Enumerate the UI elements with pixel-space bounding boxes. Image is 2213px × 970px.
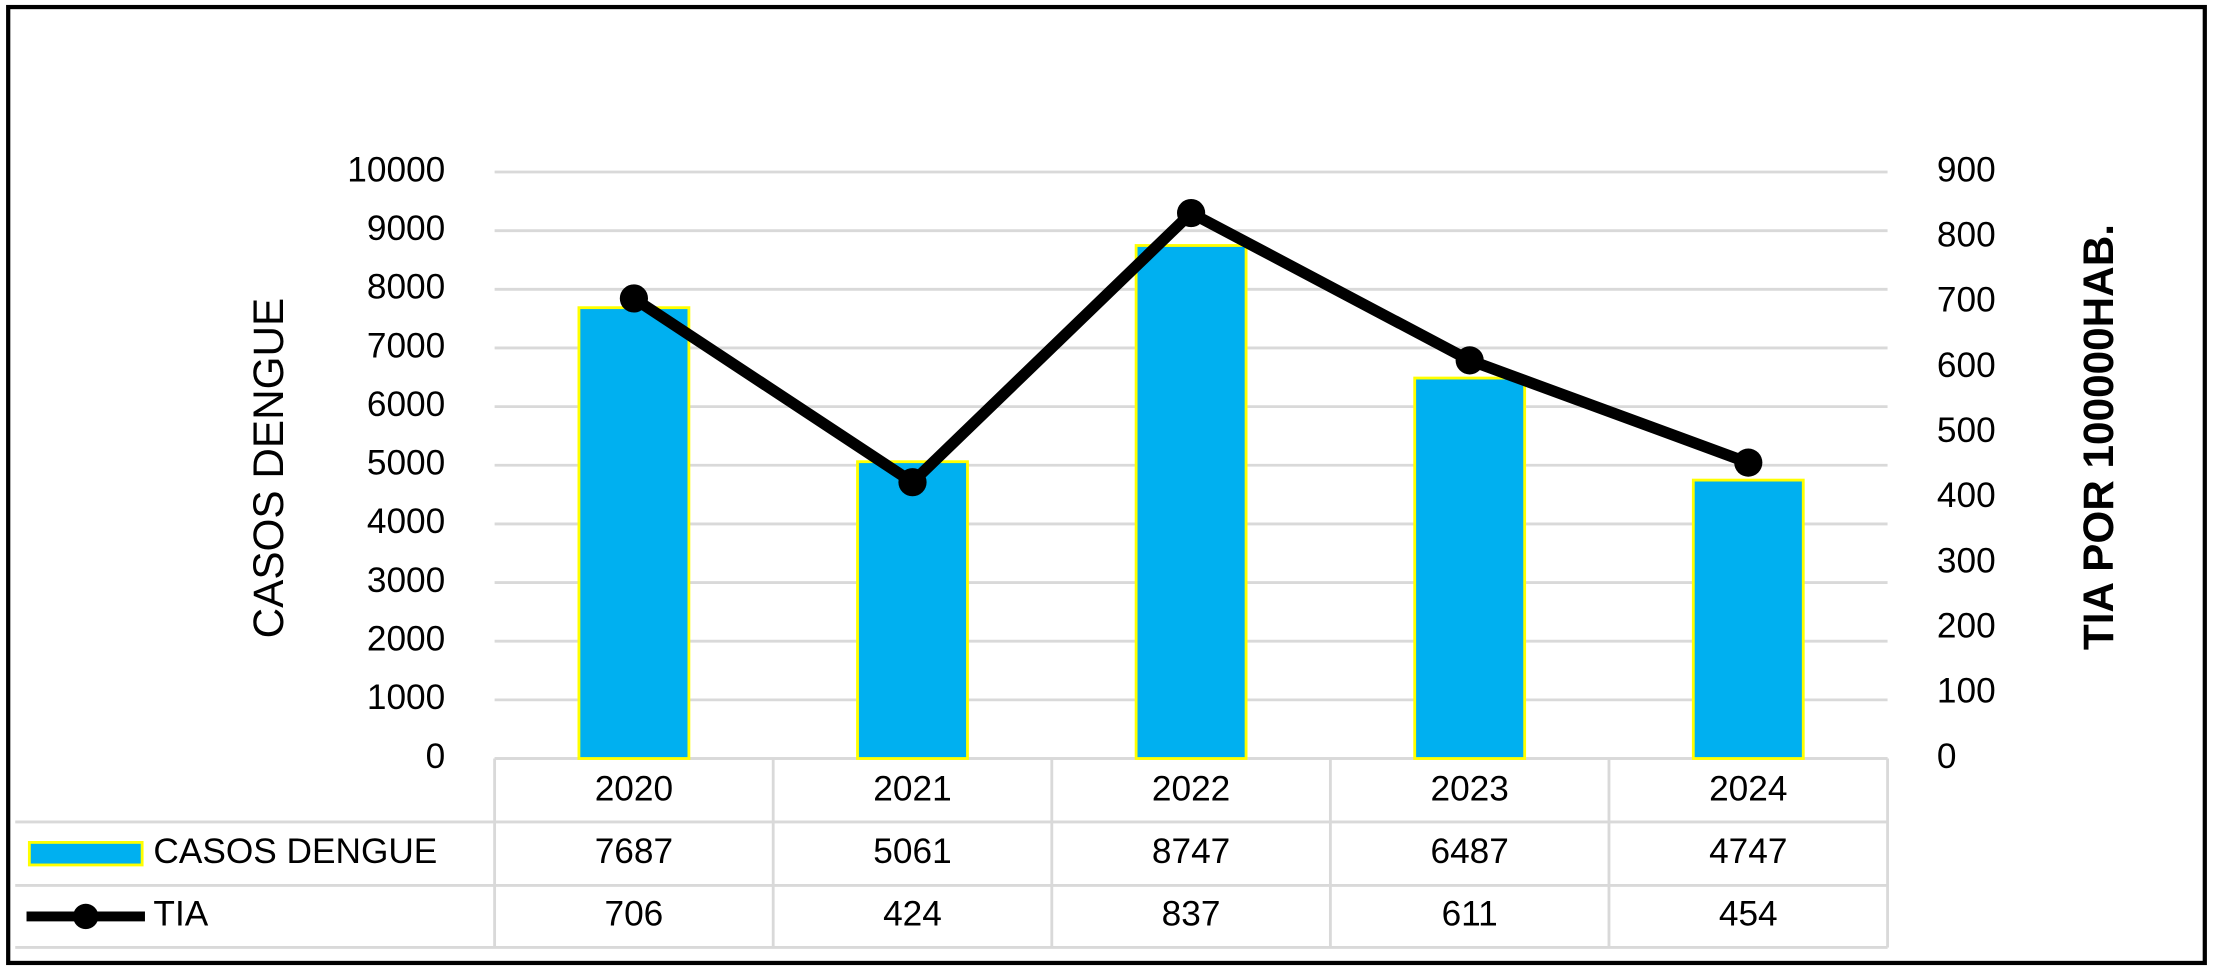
line-marker xyxy=(1176,198,1206,228)
y2-tick-label: 100 xyxy=(1937,672,1996,711)
y-tick-label: 4000 xyxy=(367,502,445,541)
line-marker xyxy=(619,284,649,313)
y2-tick-label: 0 xyxy=(1937,737,1957,776)
bar xyxy=(577,306,691,760)
x-tick-label: 2021 xyxy=(873,769,951,808)
table-value: 7687 xyxy=(595,832,673,871)
y-tick-label: 9000 xyxy=(367,209,445,248)
line-marker xyxy=(898,468,927,497)
y2-tick-label: 500 xyxy=(1937,411,1996,450)
bar xyxy=(1691,478,1805,760)
y-tick-label: 6000 xyxy=(367,385,445,424)
table-value: 424 xyxy=(883,895,942,934)
y-tick-label: 0 xyxy=(426,737,446,776)
y-tick-label: 1000 xyxy=(367,678,445,717)
y2-axis-label: TIA POR 100000HAB. xyxy=(2075,224,2122,650)
y2-tick-label: 300 xyxy=(1937,541,1996,580)
table-value: 8747 xyxy=(1152,832,1230,871)
table-value: 454 xyxy=(1719,895,1778,934)
legend-key xyxy=(73,903,99,930)
legend-label: CASOS DENGUE xyxy=(153,832,437,871)
table-value: 706 xyxy=(605,895,664,934)
table-value: 5061 xyxy=(873,832,951,871)
table-value: 611 xyxy=(1442,895,1498,934)
bar xyxy=(1134,244,1248,760)
legend-key xyxy=(27,840,144,867)
y2-tick-label: 600 xyxy=(1937,346,1996,385)
y2-tick-label: 900 xyxy=(1937,150,1996,189)
y2-tick-label: 800 xyxy=(1937,215,1996,254)
chart-border xyxy=(6,4,2207,966)
y2-tick-label: 400 xyxy=(1937,476,1996,515)
line-marker xyxy=(1734,448,1763,477)
y-tick-label: 7000 xyxy=(367,326,445,365)
y-tick-label: 10000 xyxy=(347,150,445,189)
x-tick-label: 2022 xyxy=(1152,769,1230,808)
legend-label: TIA xyxy=(153,895,208,934)
line-marker xyxy=(1455,346,1484,375)
table-value: 837 xyxy=(1162,895,1221,934)
table-value: 6487 xyxy=(1430,832,1508,871)
x-tick-label: 2020 xyxy=(595,769,673,808)
y-axis-label: CASOS DENGUE xyxy=(245,298,292,639)
y2-tick-label: 700 xyxy=(1937,281,1996,320)
y-tick-label: 3000 xyxy=(367,561,445,600)
y-tick-label: 2000 xyxy=(367,620,445,659)
table-value: 4747 xyxy=(1709,832,1787,871)
bar xyxy=(856,460,969,760)
x-tick-label: 2024 xyxy=(1709,769,1787,808)
y2-tick-label: 200 xyxy=(1937,606,1996,645)
x-tick-label: 2023 xyxy=(1430,769,1508,808)
bar xyxy=(1413,376,1527,760)
y-tick-label: 8000 xyxy=(367,268,445,307)
y-tick-label: 5000 xyxy=(367,444,445,483)
